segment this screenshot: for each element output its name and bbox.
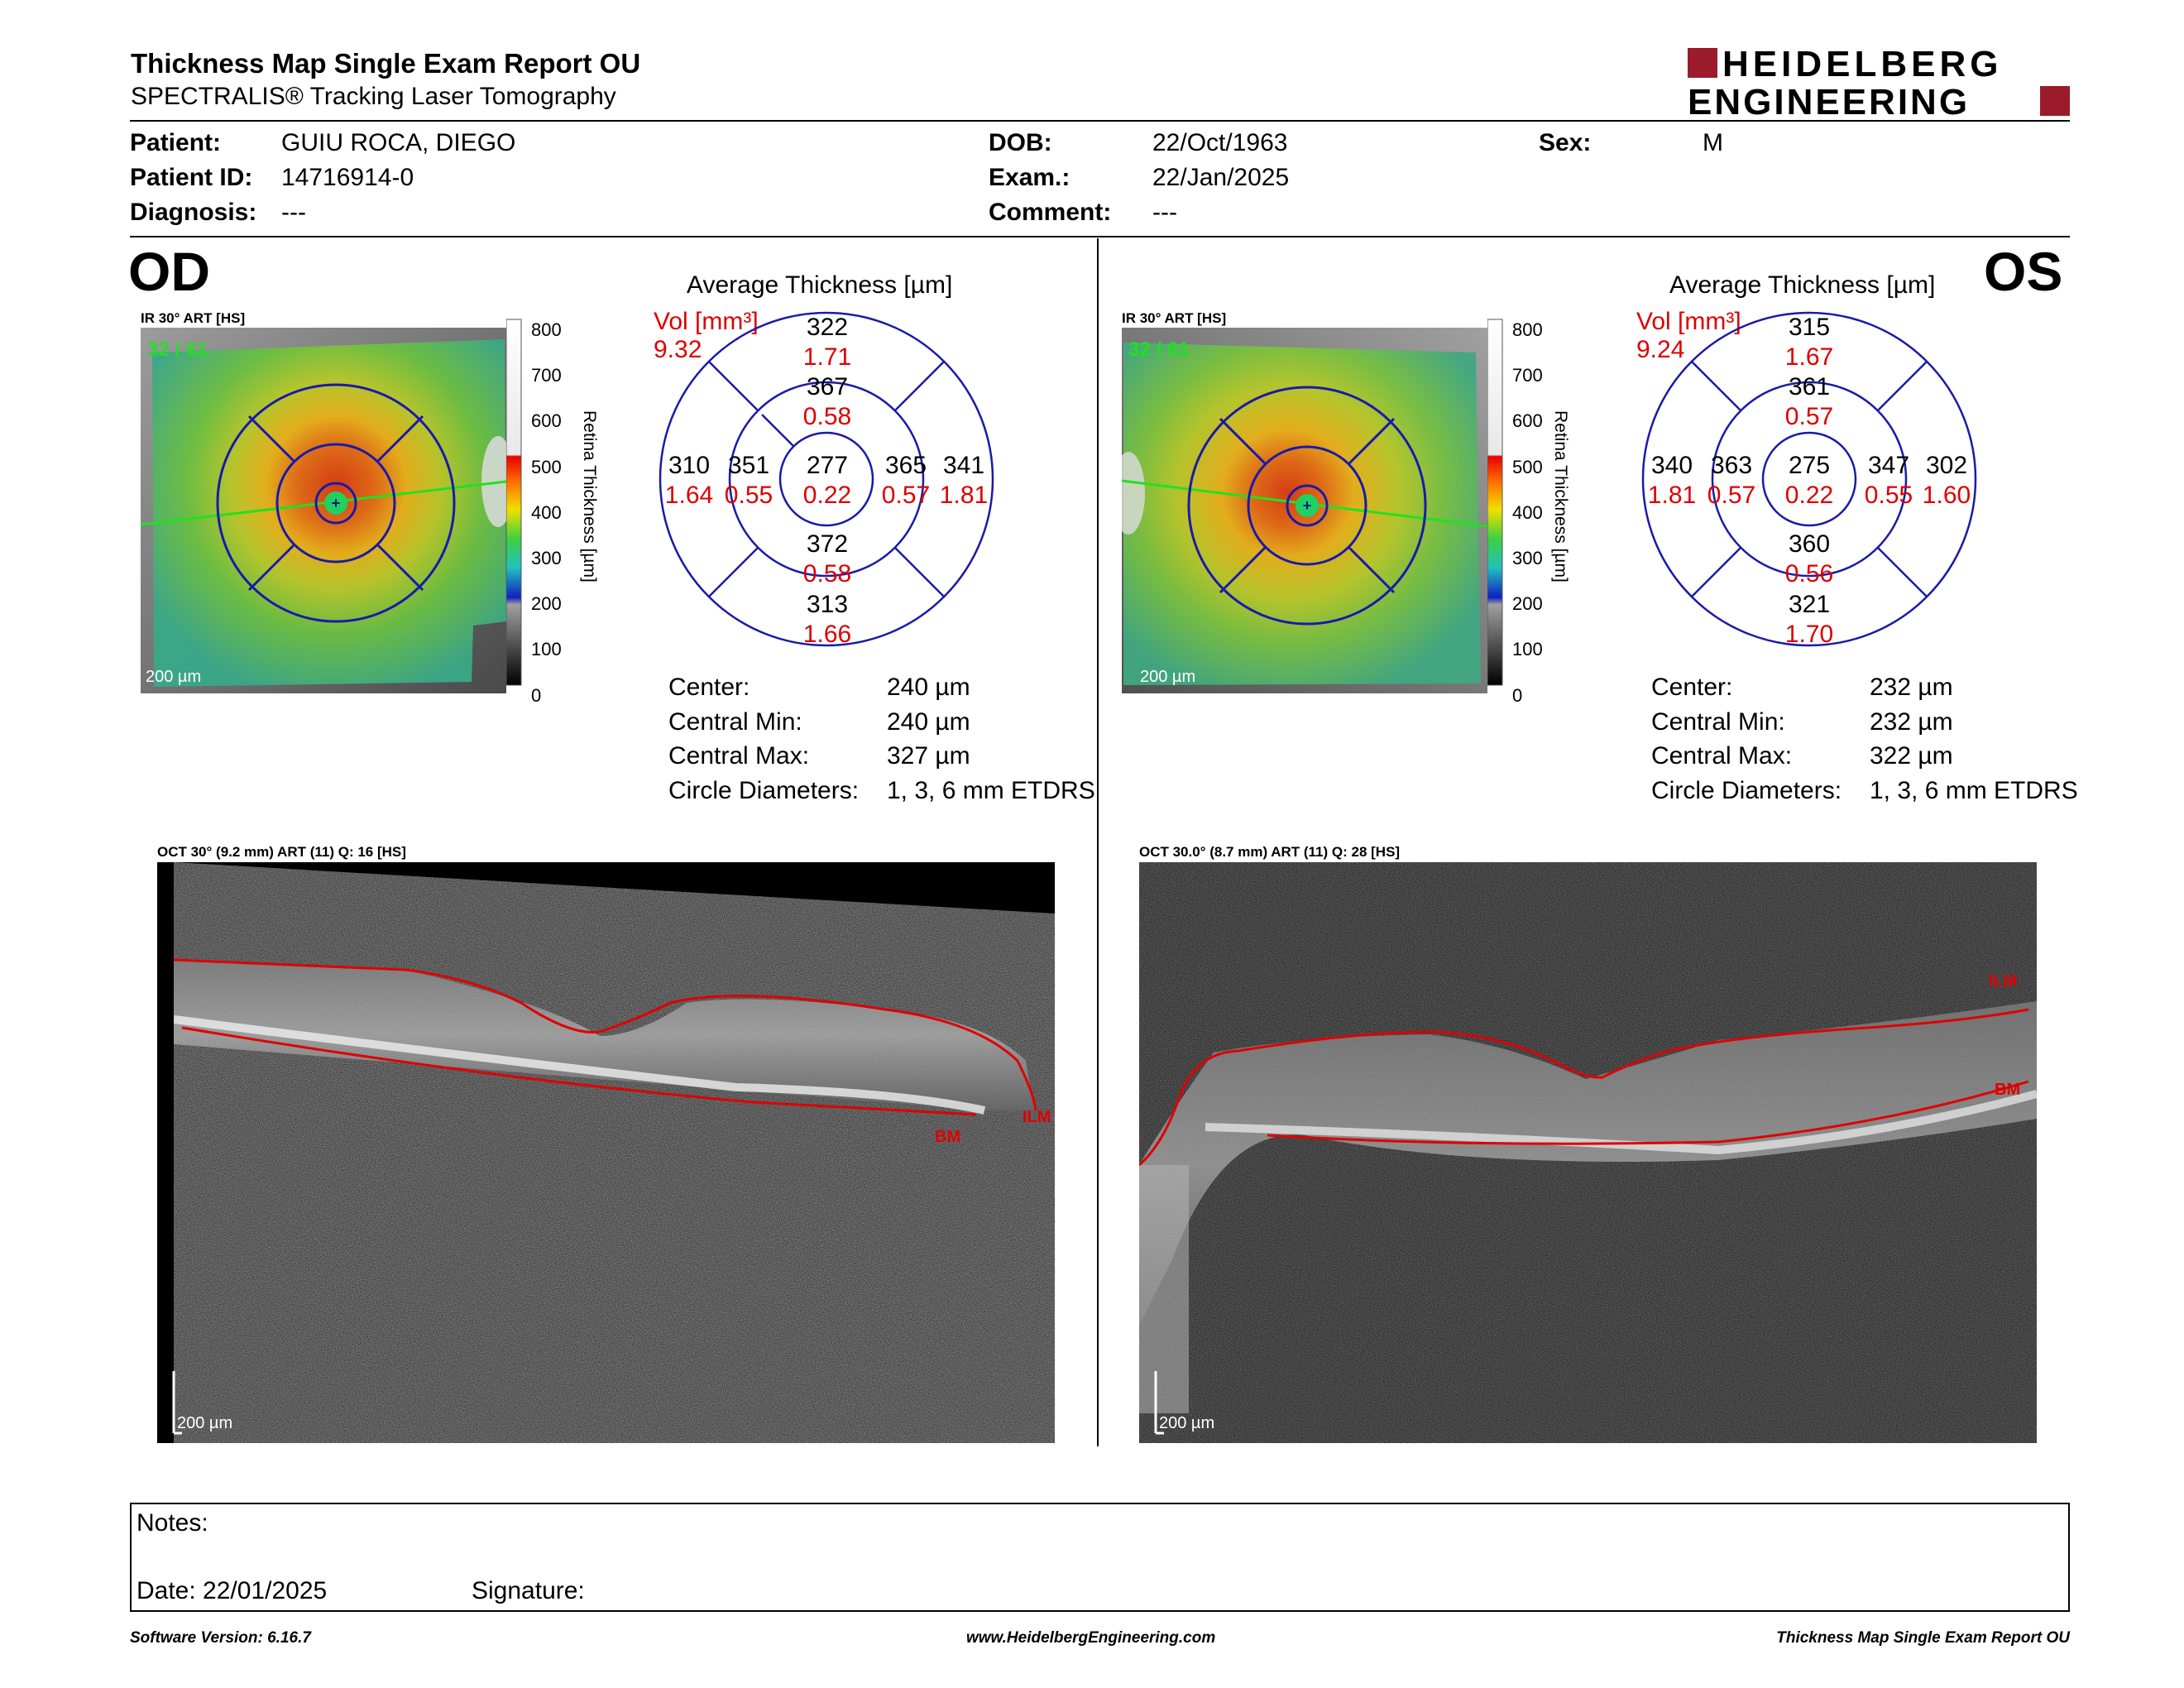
patient-id-value: 14716914-0: [281, 164, 414, 191]
heidelberg-logo: HEIDELBERG ENGINEERING: [1688, 44, 2070, 122]
exam-label: Exam.:: [989, 164, 1070, 191]
patient-divider: [130, 236, 2070, 237]
od-ir-label: IR 30° ART [HS]: [141, 310, 246, 326]
comment-value: ---: [1152, 199, 1177, 226]
os-outer-inferior: 321 1.70: [1784, 591, 1834, 648]
os-ilm-label: ILM: [1989, 972, 2017, 990]
footer-report: Thickness Map Single Exam Report OU: [1776, 1629, 2070, 1647]
notes-box: [130, 1503, 2070, 1612]
patient-id-label: Patient ID:: [130, 164, 253, 191]
os-inner-superior: 361 0.57: [1784, 373, 1834, 430]
os-bm-label: BM: [1995, 1081, 2020, 1099]
od-outer-inferior: 313 1.66: [802, 591, 852, 648]
od-vol-label: Vol [mm³]: [654, 308, 759, 335]
od-outer-left: 310 1.64: [664, 452, 714, 509]
os-colorbar-ticks: 800 700 600 500 400 300 200 100 0: [1512, 319, 1543, 706]
od-bm-label: BM: [935, 1128, 960, 1146]
od-inner-right: 365 0.57: [881, 452, 931, 509]
od-stats-values: 240 µm 240 µm 327 µm 1, 3, 6 mm ETDRS: [887, 674, 1095, 804]
od-vol-value: 9.32: [654, 336, 702, 363]
signature-label: Signature:: [472, 1577, 585, 1604]
logo-line2: ENGINEERING: [1688, 82, 1970, 117]
dob-label: DOB:: [989, 129, 1052, 156]
diagnosis-value: ---: [281, 199, 306, 226]
od-colorbar: [505, 314, 589, 695]
os-frames: 32 / 61: [1128, 338, 1189, 361]
os-thickness-map: + 200 µm 32 / 61: [1112, 328, 1488, 693]
os-avg-title: Average Thickness [µm]: [1669, 271, 1936, 299]
sex-value: M: [1703, 129, 1723, 156]
os-colorbar: [1487, 314, 1570, 695]
od-map-scale: 200 µm: [146, 668, 201, 686]
od-frames: 32 / 61: [147, 338, 208, 361]
od-eye-label: OD: [128, 241, 210, 302]
center-divider: [1097, 238, 1099, 1446]
od-center: 277 0.22: [802, 452, 852, 509]
os-oct-label: OCT 30.0° (8.7 mm) ART (11) Q: 28 [HS]: [1139, 844, 1401, 860]
os-inner-right: 347 0.55: [1864, 452, 1913, 509]
od-outer-right: 341 1.81: [939, 452, 989, 509]
od-stats-labels: Center: Central Min: Central Max: Circle Di…: [668, 674, 860, 804]
sex-label: Sex:: [1539, 129, 1592, 156]
od-oct-scan: 200 µm ILM BM: [157, 862, 1055, 1443]
footer-software: Software Version: 6.16.7: [130, 1629, 311, 1647]
notes-date: Date: 22/01/2025: [136, 1577, 328, 1604]
od-inner-superior: 367 0.58: [802, 373, 852, 430]
od-oct-label: OCT 30° (9.2 mm) ART (11) Q: 16 [HS]: [157, 844, 406, 860]
os-colorbar-label: Retina Thickness [µm]: [1551, 410, 1570, 583]
os-outer-right: 302 1.60: [1922, 452, 1971, 509]
os-etdrs-grid: [1641, 311, 1977, 647]
os-map-scale: 200 µm: [1140, 668, 1195, 686]
svg-text:+: +: [1303, 497, 1312, 514]
header-divider: [130, 120, 2070, 122]
os-stats-labels: Center: Central Min: Central Max: Circle Di…: [1651, 674, 1842, 804]
od-avg-title: Average Thickness [µm]: [687, 271, 953, 299]
od-colorbar-ticks: 800 700 600 500 400 300 200 100 0: [531, 319, 562, 706]
od-thickness-map: + 200 µm 32 / 61: [140, 328, 515, 693]
logo-line1: HEIDELBERG: [1722, 45, 2002, 84]
os-inner-left: 363 0.57: [1707, 452, 1756, 509]
patient-label: Patient:: [130, 129, 222, 156]
os-oct-scan: 200 µm ILM BM: [1138, 862, 2038, 1443]
dob-value: 22/Oct/1963: [1152, 129, 1288, 156]
od-inner-inferior: 372 0.58: [802, 530, 852, 587]
os-eye-label: OS: [1984, 241, 2063, 302]
notes-label: Notes:: [136, 1509, 208, 1537]
od-oct-scale: 200 µm: [177, 1414, 232, 1432]
os-oct-scale: 200 µm: [1159, 1414, 1214, 1432]
diagnosis-label: Diagnosis:: [130, 199, 257, 226]
svg-text:+: +: [332, 495, 341, 511]
od-ilm-label: ILM: [1023, 1108, 1051, 1126]
report-title: Thickness Map Single Exam Report OU: [131, 48, 641, 79]
os-center: 275 0.22: [1784, 452, 1834, 509]
os-vol-value: 9.24: [1636, 336, 1685, 363]
os-vol-label: Vol [mm³]: [1636, 308, 1741, 335]
od-inner-left: 351 0.55: [724, 452, 774, 509]
comment-label: Comment:: [989, 199, 1112, 226]
od-etdrs-grid: [659, 311, 994, 647]
os-outer-left: 340 1.81: [1647, 452, 1697, 509]
od-outer-superior: 322 1.71: [802, 314, 852, 371]
report-subtitle: SPECTRALIS® Tracking Laser Tomography: [131, 83, 616, 110]
os-inner-inferior: 360 0.56: [1784, 530, 1834, 587]
od-colorbar-label: Retina Thickness [µm]: [580, 410, 599, 583]
os-ir-label: IR 30° ART [HS]: [1122, 310, 1227, 326]
patient-name: GUIU ROCA, DIEGO: [281, 129, 516, 156]
exam-value: 22/Jan/2025: [1152, 164, 1290, 191]
footer-website[interactable]: www.HeidelbergEngineering.com: [966, 1629, 1216, 1647]
os-outer-superior: 315 1.67: [1784, 314, 1834, 371]
os-stats-values: 232 µm 232 µm 322 µm 1, 3, 6 mm ETDRS: [1870, 674, 2078, 804]
